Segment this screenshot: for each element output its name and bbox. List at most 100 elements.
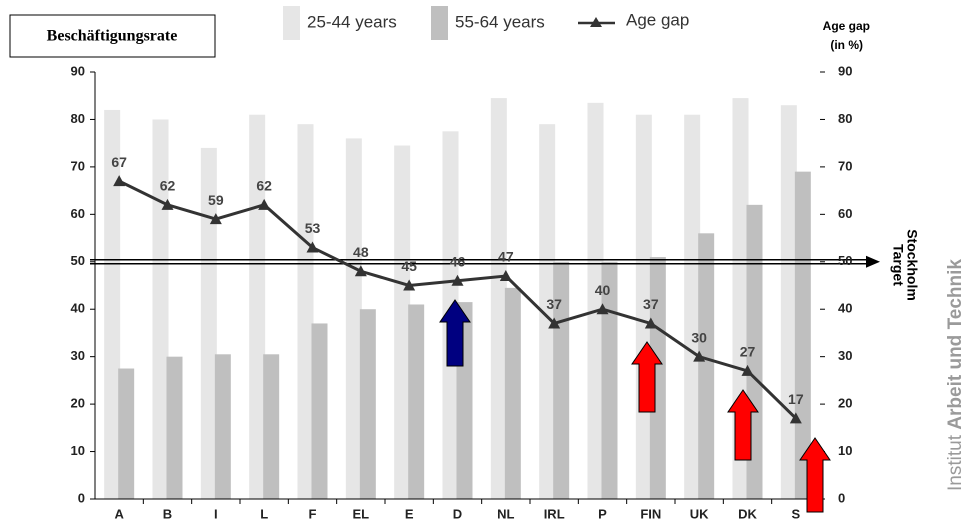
x-tick-label: FIN: [640, 506, 661, 521]
red-arrow: [799, 437, 831, 513]
y2-label: Age gap: [823, 19, 870, 33]
x-tick-label: B: [163, 506, 172, 521]
y-tick-label: 40: [71, 301, 85, 316]
x-tick-label: DK: [738, 506, 757, 521]
red-arrow: [631, 341, 663, 413]
line-marker: [596, 303, 609, 315]
bar: [166, 356, 183, 499]
y-tick-label: 70: [71, 158, 85, 173]
y2-tick-label: 30: [838, 348, 852, 363]
bar: [297, 124, 314, 499]
bar: [490, 98, 507, 499]
line-marker: [403, 279, 416, 291]
bar: [780, 105, 797, 499]
value-label: 48: [353, 244, 369, 260]
bar: [601, 261, 618, 499]
x-tick-label: S: [791, 506, 800, 521]
line-marker: [451, 274, 464, 286]
line-marker: [306, 241, 319, 253]
bar: [794, 171, 811, 499]
plot: 67 62 59 62 53 48 45 46 47 37 40 37 30 27 17 0 10 20 30 40 5…: [71, 63, 880, 521]
y-tick-label: 60: [71, 206, 85, 221]
bar: [311, 323, 328, 499]
y2-tick-label: 80: [838, 111, 852, 126]
target-label-line: Target: [890, 244, 906, 286]
bar: [698, 233, 715, 500]
value-label: 40: [595, 282, 611, 298]
bar: [214, 354, 231, 499]
bar: [504, 287, 521, 499]
line-marker: [258, 198, 271, 210]
line-marker: [741, 364, 754, 376]
watermark-part: Arbeit und Technik: [945, 259, 961, 430]
y2-tick-label: 0: [838, 490, 845, 505]
value-label: 67: [111, 154, 127, 170]
bar: [408, 304, 425, 499]
line-marker: [161, 198, 174, 210]
arrows: [439, 299, 831, 513]
y2-tick-label: 50: [838, 253, 852, 268]
watermark-part: Institut: [945, 434, 961, 491]
chart-title: Beschäftigungsrate: [47, 28, 178, 45]
line-marker: [789, 412, 802, 424]
target-arrow-head: [866, 255, 880, 268]
y-tick-label: 50: [71, 253, 85, 268]
y2-tick-label: 10: [838, 443, 852, 458]
value-label: 17: [788, 391, 804, 407]
value-label: 27: [740, 344, 756, 360]
x-tick-label: E: [405, 506, 414, 521]
x-tick-label: EL: [353, 506, 370, 521]
red-arrow: [727, 389, 759, 461]
x-tick-label: I: [214, 506, 218, 521]
y2-tick-label: 90: [838, 63, 852, 78]
y-tick-label: 20: [71, 396, 85, 411]
value-label: 46: [450, 253, 466, 269]
y2-tick-label: 60: [838, 206, 852, 221]
legend-swatch: [431, 6, 448, 40]
value-label: 59: [208, 192, 224, 208]
line-marker: [644, 317, 657, 329]
x-tick-label: UK: [690, 506, 709, 521]
x-tick-label: P: [598, 506, 607, 521]
bar: [587, 102, 604, 499]
y-tick-label: 90: [71, 63, 85, 78]
y-tick-label: 80: [71, 111, 85, 126]
blue-arrow: [439, 299, 471, 367]
watermark: Institut Arbeit und Technik: [945, 259, 961, 491]
value-label: 47: [498, 249, 514, 265]
y2-label: (in %): [830, 38, 863, 52]
bar: [104, 109, 121, 499]
value-label: 45: [401, 258, 417, 274]
value-label: 37: [643, 296, 659, 312]
line-marker: [354, 265, 367, 277]
y2-tick-label: 40: [838, 301, 852, 316]
x-tick-label: A: [114, 506, 124, 521]
legend-swatch: [283, 6, 300, 40]
bar: [539, 124, 556, 499]
target-label: Target Stockholm: [890, 229, 920, 301]
value-label: 62: [160, 178, 176, 194]
legend-marker: [590, 17, 602, 27]
y-tick-label: 10: [71, 443, 85, 458]
legend-label: 25-44 years: [307, 12, 397, 31]
x-tick-label: IRL: [544, 506, 565, 521]
line-marker: [113, 175, 126, 187]
bar: [359, 309, 376, 499]
x-tick-label: L: [260, 506, 268, 521]
y-tick-label: 30: [71, 348, 85, 363]
bar: [684, 114, 701, 499]
bar: [200, 147, 217, 499]
line-marker: [548, 317, 561, 329]
legend-label: 55-64 years: [455, 12, 545, 31]
bar: [263, 354, 280, 499]
bar: [649, 257, 666, 499]
x-tick-label: F: [309, 506, 317, 521]
bar: [249, 114, 266, 499]
bar: [118, 368, 135, 499]
value-label: 30: [691, 329, 707, 345]
bar: [345, 138, 362, 499]
title-box: [9, 14, 216, 58]
line-marker: [499, 270, 512, 282]
